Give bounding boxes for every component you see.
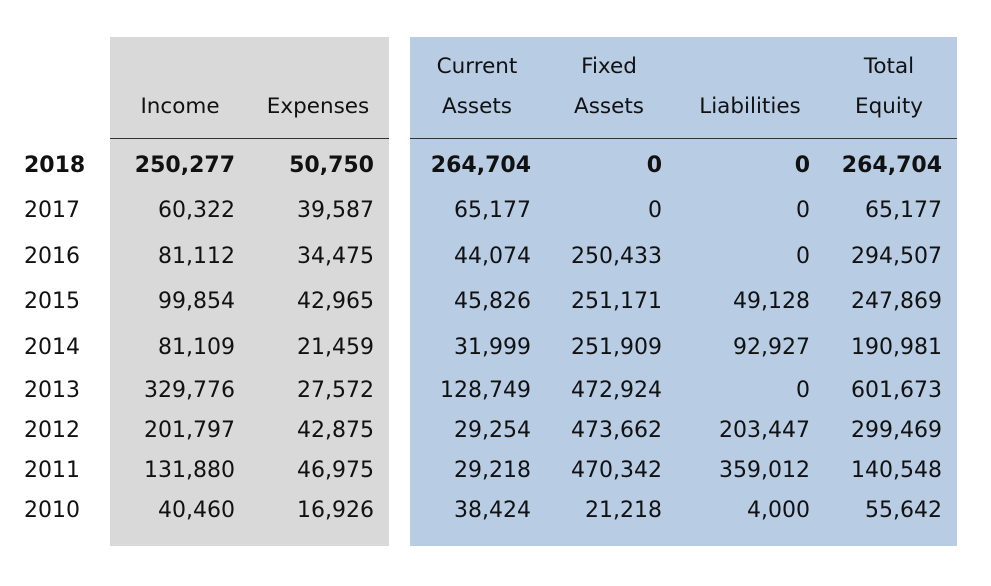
cell-current-assets: 65,177	[454, 198, 531, 223]
cell-current-assets: 44,074	[454, 244, 531, 269]
cell-income: 201,797	[144, 418, 235, 443]
year-label: 2018	[24, 153, 86, 178]
column-header-income: Income	[140, 94, 220, 119]
year-label: 2011	[24, 458, 80, 483]
cell-current-assets: 31,999	[454, 335, 531, 360]
cell-fixed-assets: 473,662	[571, 418, 662, 443]
year-label: 2016	[24, 244, 80, 269]
cell-current-assets: 38,424	[454, 498, 531, 523]
cell-expenses: 34,475	[297, 244, 374, 269]
cell-fixed-assets: 472,924	[571, 378, 662, 403]
cell-income: 99,854	[158, 289, 235, 314]
column-header-current-assets: Current	[436, 54, 518, 79]
column-header-total-equity: Equity	[855, 94, 923, 119]
cell-total-equity: 55,642	[865, 498, 942, 523]
cell-fixed-assets: 0	[648, 198, 662, 223]
cell-fixed-assets: 21,218	[585, 498, 662, 523]
year-label: 2012	[24, 418, 80, 443]
column-header-liabilities: Liabilities	[699, 94, 801, 119]
cell-expenses: 46,975	[297, 458, 374, 483]
column-header-current-assets: Assets	[442, 94, 512, 119]
cell-fixed-assets: 251,909	[571, 335, 662, 360]
column-header-expenses: Expenses	[266, 94, 370, 119]
cell-total-equity: 299,469	[851, 418, 942, 443]
cell-total-equity: 65,177	[865, 198, 942, 223]
cell-expenses: 21,459	[297, 335, 374, 360]
cell-expenses: 42,965	[297, 289, 374, 314]
cell-liabilities: 49,128	[733, 289, 810, 314]
cell-fixed-assets: 250,433	[571, 244, 662, 269]
cell-current-assets: 29,218	[454, 458, 531, 483]
year-label: 2010	[24, 498, 80, 523]
cell-liabilities: 359,012	[719, 458, 810, 483]
cell-fixed-assets: 0	[646, 153, 662, 178]
cell-fixed-assets: 470,342	[571, 458, 662, 483]
cell-liabilities: 0	[796, 198, 810, 223]
cell-income: 60,322	[158, 198, 235, 223]
cell-income: 40,460	[158, 498, 235, 523]
cell-liabilities: 203,447	[719, 418, 810, 443]
cell-current-assets: 29,254	[454, 418, 531, 443]
year-label: 2014	[24, 335, 80, 360]
cell-liabilities: 0	[796, 378, 810, 403]
cell-expenses: 50,750	[289, 153, 374, 178]
column-header-fixed-assets: Assets	[574, 94, 644, 119]
header-divider-right	[410, 138, 957, 139]
cell-fixed-assets: 251,171	[571, 289, 662, 314]
cell-total-equity: 140,548	[851, 458, 942, 483]
balance-sheet-panel	[410, 37, 957, 546]
cell-liabilities: 0	[794, 153, 810, 178]
cell-liabilities: 0	[796, 244, 810, 269]
cell-total-equity: 294,507	[851, 244, 942, 269]
cell-total-equity: 601,673	[851, 378, 942, 403]
cell-expenses: 42,875	[297, 418, 374, 443]
cell-income: 81,109	[158, 335, 235, 360]
cell-current-assets: 128,749	[440, 378, 531, 403]
year-label: 2017	[24, 198, 80, 223]
year-label: 2013	[24, 378, 80, 403]
cell-liabilities: 92,927	[733, 335, 810, 360]
cell-income: 329,776	[144, 378, 235, 403]
cell-liabilities: 4,000	[747, 498, 810, 523]
cell-income: 131,880	[144, 458, 235, 483]
cell-expenses: 16,926	[297, 498, 374, 523]
cell-expenses: 39,587	[297, 198, 374, 223]
header-divider-left	[110, 138, 389, 139]
column-header-fixed-assets: Fixed	[581, 54, 637, 79]
cell-total-equity: 264,704	[841, 153, 942, 178]
cell-total-equity: 190,981	[851, 335, 942, 360]
year-label: 2015	[24, 289, 80, 314]
income-expenses-panel	[110, 37, 389, 546]
cell-expenses: 27,572	[297, 378, 374, 403]
cell-total-equity: 247,869	[851, 289, 942, 314]
column-header-total-equity: Total	[863, 54, 915, 79]
cell-income: 250,277	[134, 153, 235, 178]
cell-current-assets: 45,826	[454, 289, 531, 314]
cell-income: 81,112	[158, 244, 235, 269]
cell-current-assets: 264,704	[430, 153, 531, 178]
